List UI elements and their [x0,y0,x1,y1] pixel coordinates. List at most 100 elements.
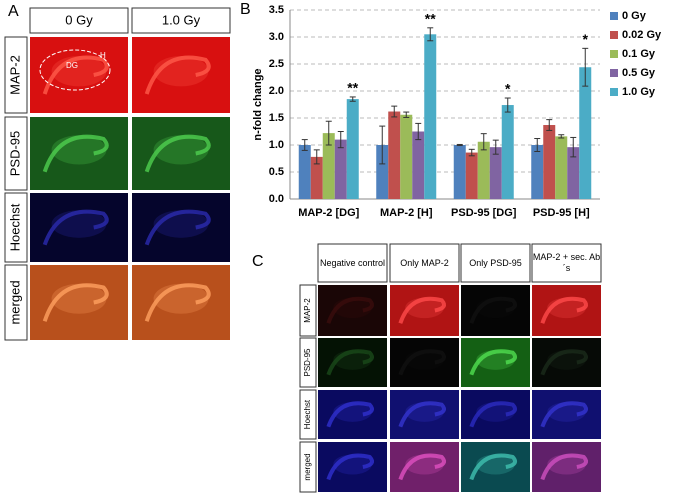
tissue-shape [144,55,211,95]
tissue-shape [398,453,447,481]
y-tick-label: 0.5 [269,166,284,178]
tissue-shape [547,402,586,422]
significance: * [583,31,589,47]
bar [298,145,311,199]
tissue-shape [476,454,515,475]
tissue-shape [469,453,518,481]
row-label: MAP-2 [303,298,312,323]
legend-label: 0.1 Gy [622,48,656,60]
error-bar [534,138,541,152]
error-bar [546,119,553,131]
micrograph [30,117,128,190]
error-bar [313,149,320,165]
image-label: DG [66,61,78,70]
x-tick-label: PSD-95 [H] [533,207,590,219]
micrograph [461,338,530,387]
micrograph [30,265,128,340]
micrograph [532,338,601,387]
tissue-shape [540,296,589,324]
tissue-shape [540,349,589,376]
error-bar [403,111,410,118]
micrograph [532,442,601,492]
micrograph [532,390,601,439]
y-tick-label: 1.0 [269,139,284,151]
legend-label: 0.02 Gy [622,29,662,41]
y-tick-label: 1.5 [269,112,284,124]
tissue-shape [405,297,444,319]
error-bar [379,125,386,165]
error-bar [415,122,422,141]
bar [579,67,592,200]
bar [346,99,359,199]
legend-swatch [610,69,618,77]
tissue-shape [144,209,211,246]
micrograph [318,285,387,336]
error-bar [570,136,577,158]
micrograph [318,390,387,439]
tissue-shape [469,296,518,324]
legend-label: 0 Gy [622,10,647,22]
legend-label: 0.5 Gy [622,67,656,79]
column-label: Only MAP-2 [400,257,449,268]
tissue-shape [326,453,375,481]
row-label: MAP-2 [7,55,22,95]
y-tick-label: 2.0 [269,85,284,97]
tissue-shape [540,453,589,481]
tissue-shape [42,209,109,246]
row-label: Hoechst [7,203,22,251]
bar [376,145,389,199]
label-box [131,7,231,34]
error-bar [504,97,511,113]
tissue-shape [476,350,515,370]
bar [555,136,568,199]
tissue-shape [51,135,107,165]
y-tick-label: 2.5 [269,58,284,70]
row-label: PSD-95 [303,348,312,377]
bar [424,34,437,199]
micrograph [390,285,459,336]
y-tick-label: 0.0 [269,193,284,205]
micrograph [30,193,128,262]
label-box [4,264,28,341]
tissue-shape [153,283,209,314]
micrograph [390,390,459,439]
bar [543,125,556,199]
tissue-shape [547,297,586,319]
tissue-shape [42,55,109,95]
x-tick-label: MAP-2 [H] [380,207,433,219]
significance: ** [347,80,358,96]
micrograph [318,442,387,492]
micrograph [461,390,530,439]
image-label: H [100,51,106,60]
micrograph [461,285,530,336]
row-label: merged [303,453,312,480]
tissue-shape [333,402,372,422]
bar [531,145,544,199]
error-bar [301,139,308,151]
tissue-shape [476,297,515,319]
tissue-shape [153,135,209,165]
tissue-shape [51,210,107,238]
tissue-shape [469,349,518,376]
tissue-shape [398,401,447,428]
bar [567,147,580,199]
y-tick-label: 3.5 [269,4,284,16]
panel-label: B [240,1,251,18]
bar [477,141,490,199]
tissue-shape [326,349,375,376]
panel-label: A [8,3,19,20]
bar [465,152,478,199]
bar [453,145,466,199]
tissue-shape [326,296,375,324]
label-box [29,7,129,34]
tissue-shape [42,134,109,173]
tissue-shape [333,454,372,475]
tissue-shape [398,296,447,324]
error-bar [325,120,332,146]
error-bar [349,96,356,102]
y-tick-label: 3.0 [269,31,284,43]
label-box [317,243,388,283]
tissue-shape [405,454,444,475]
tissue-shape [405,350,444,370]
bar [501,105,514,199]
